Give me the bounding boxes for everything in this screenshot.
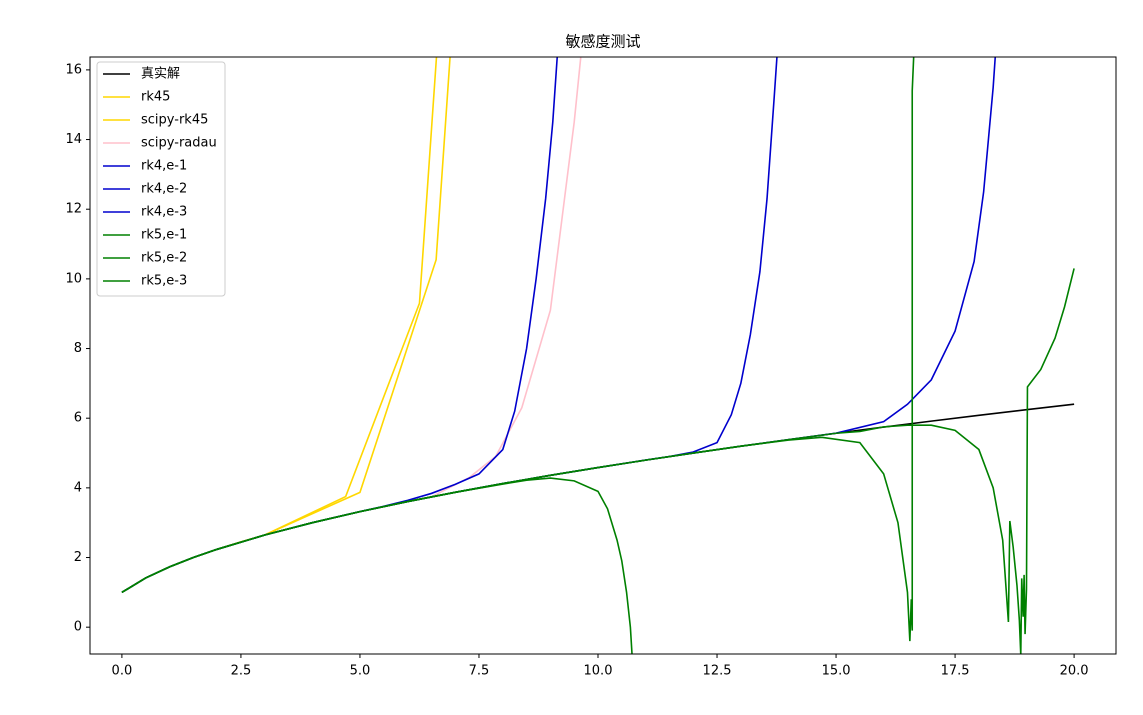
y-tick-label: 2 — [74, 550, 82, 565]
y-tick-label: 10 — [65, 271, 82, 286]
plot-lines — [121, 57, 1075, 654]
x-tick-label: 7.5 — [469, 664, 490, 679]
series-line — [121, 268, 1075, 654]
legend-label: rk5,e-1 — [141, 228, 187, 243]
y-tick-label: 16 — [65, 62, 82, 77]
x-tick-label: 12.5 — [703, 664, 732, 679]
legend-label: rk4,e-2 — [141, 182, 187, 197]
legend-label: rk5,e-2 — [141, 251, 187, 266]
legend-label: rk4,e-3 — [141, 205, 187, 220]
y-tick-label: 6 — [74, 411, 82, 426]
y-tick-label: 0 — [74, 620, 82, 635]
legend-label: 真实解 — [141, 67, 180, 82]
x-tick-label: 0.0 — [112, 664, 133, 679]
y-tick-label: 4 — [74, 480, 82, 495]
legend-label: scipy-rk45 — [141, 113, 208, 128]
x-tick-label: 2.5 — [231, 664, 252, 679]
y-tick-label: 12 — [65, 202, 82, 217]
y-tick-label: 8 — [74, 341, 82, 356]
x-tick-label: 20.0 — [1060, 664, 1089, 679]
x-tick-label: 17.5 — [941, 664, 970, 679]
y-tick-label: 14 — [65, 132, 82, 147]
x-tick-label: 5.0 — [350, 664, 371, 679]
legend-label: scipy-radau — [141, 136, 217, 151]
x-tick-label: 15.0 — [822, 664, 851, 679]
chart-title: 敏感度测试 — [565, 33, 640, 51]
legend-label: rk45 — [141, 90, 170, 105]
plot-frame — [89, 56, 1117, 655]
legend-label: rk5,e-3 — [141, 274, 187, 289]
x-tick-label: 10.0 — [584, 664, 613, 679]
legend-label: rk4,e-1 — [141, 159, 187, 174]
